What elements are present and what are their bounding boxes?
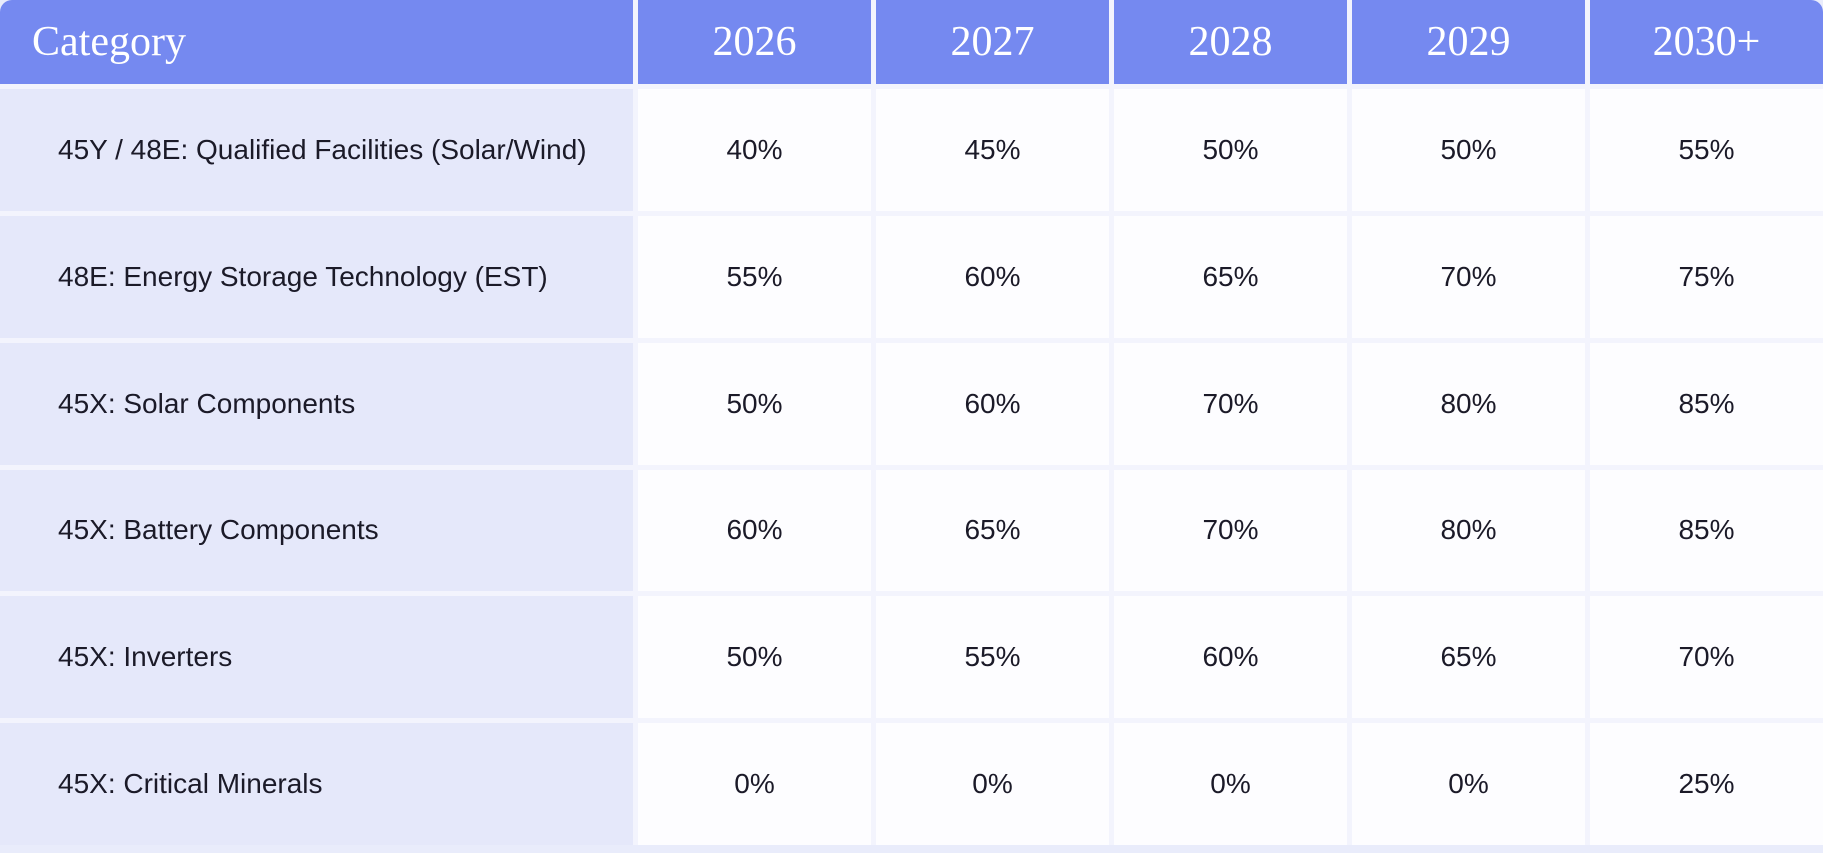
row-value-cell: 70% [1114, 469, 1347, 592]
column-header-2028: 2028 [1114, 0, 1347, 84]
column-header-category: Category [0, 0, 633, 84]
row-value-cell: 70% [1590, 596, 1823, 719]
row-category-label: 45Y / 48E: Qualified Facilities (Solar/W… [0, 89, 633, 211]
column-header-2030plus: 2030+ [1590, 0, 1823, 84]
row-value-cell: 55% [638, 215, 871, 338]
row-value-cell: 0% [1352, 723, 1585, 845]
row-value-cell: 25% [1590, 723, 1823, 845]
row-value-cell: 50% [1352, 89, 1585, 211]
row-value-cell: 85% [1590, 469, 1823, 592]
row-value-cell: 80% [1352, 469, 1585, 592]
row-value-cell: 0% [1114, 723, 1347, 845]
row-category-label: 45X: Critical Minerals [0, 723, 633, 845]
row-category-label: 45X: Solar Components [0, 342, 633, 465]
row-value-cell: 0% [638, 723, 871, 845]
row-value-cell: 60% [638, 469, 871, 592]
row-value-cell: 0% [876, 723, 1109, 845]
row-value-cell: 60% [1114, 596, 1347, 719]
row-value-cell: 45% [876, 89, 1109, 211]
row-value-cell: 65% [1352, 596, 1585, 719]
row-value-cell: 55% [1590, 89, 1823, 211]
row-value-cell: 70% [1114, 342, 1347, 465]
row-value-cell: 75% [1590, 215, 1823, 338]
row-value-cell: 50% [638, 596, 871, 719]
column-header-2027: 2027 [876, 0, 1109, 84]
row-value-cell: 50% [1114, 89, 1347, 211]
row-value-cell: 50% [638, 342, 871, 465]
column-header-2029: 2029 [1352, 0, 1585, 84]
column-header-2026: 2026 [638, 0, 871, 84]
row-category-label: 48E: Energy Storage Technology (EST) [0, 215, 633, 338]
row-value-cell: 80% [1352, 342, 1585, 465]
row-value-cell: 40% [638, 89, 871, 211]
row-value-cell: 65% [876, 469, 1109, 592]
row-category-label: 45X: Battery Components [0, 469, 633, 592]
row-value-cell: 85% [1590, 342, 1823, 465]
row-value-cell: 55% [876, 596, 1109, 719]
row-value-cell: 65% [1114, 215, 1347, 338]
row-value-cell: 70% [1352, 215, 1585, 338]
row-value-cell: 60% [876, 342, 1109, 465]
row-value-cell: 60% [876, 215, 1109, 338]
row-category-label: 45X: Inverters [0, 596, 633, 719]
